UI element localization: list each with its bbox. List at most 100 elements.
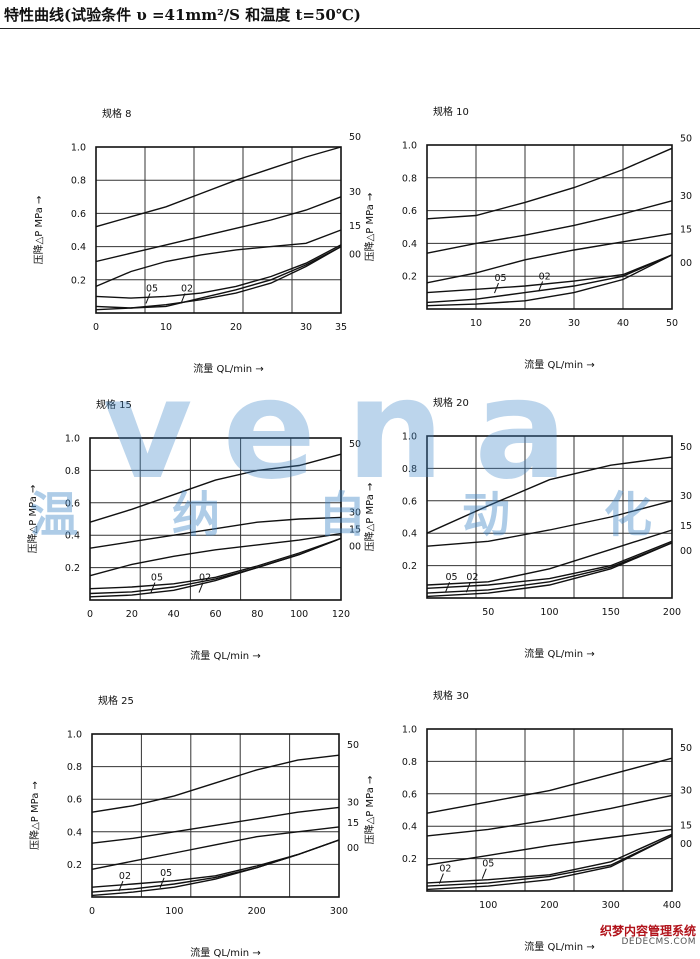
x-tick-label: 100: [290, 609, 308, 620]
x-tick-label: 50: [666, 318, 678, 329]
series-label-15: 15: [680, 225, 692, 236]
x-tick-label: 50: [482, 607, 494, 618]
series-line-05: [426, 254, 673, 294]
inline-label-05: 05: [446, 572, 458, 583]
x-tick-label: 10: [470, 318, 482, 329]
y-tick-label: 0.6: [65, 498, 80, 509]
x-tick-label: 20: [230, 322, 242, 333]
y-tick-label: 1.0: [402, 725, 417, 736]
inline-label-02: 02: [439, 864, 451, 875]
y-tick-label: 0.2: [71, 275, 86, 286]
x-tick-label: 300: [602, 900, 620, 911]
series-line-00: [95, 245, 342, 311]
x-tick-label: 200: [248, 906, 266, 917]
site-stamp: 织梦内容管理系统 DEDECMS.COM: [590, 924, 696, 948]
y-tick-label: 0.6: [402, 789, 417, 800]
series-label-00: 00: [680, 258, 692, 269]
y-tick-label: 0.2: [65, 563, 80, 574]
label-leader: [494, 282, 499, 294]
inline-label-05: 05: [495, 273, 507, 284]
series-line-50: [89, 453, 342, 523]
y-tick-label: 0.4: [65, 531, 80, 542]
y-axis-label: 压降△P MPa →: [363, 483, 376, 552]
series-line-00: [426, 835, 673, 891]
series-label-15: 15: [349, 525, 361, 536]
x-tick-label: 120: [332, 609, 350, 620]
series-line-15: [426, 232, 673, 284]
y-tick-label: 0.8: [402, 173, 417, 184]
inline-label-02: 02: [119, 871, 131, 882]
x-tick-label: 40: [168, 609, 180, 620]
inline-label-05: 05: [146, 283, 158, 294]
series-label-30: 30: [347, 797, 359, 808]
series-label-30: 30: [680, 191, 692, 202]
x-axis-label: 流量 QL/min →: [524, 647, 594, 660]
label-leader: [481, 868, 487, 879]
x-tick-label: 0: [87, 609, 93, 620]
y-tick-label: 0.2: [67, 860, 82, 871]
title-divider: [0, 28, 700, 29]
y-tick-label: 1.0: [65, 434, 80, 445]
label-leader: [465, 581, 471, 593]
inline-label-02: 02: [466, 572, 478, 583]
series-label-50: 50: [680, 442, 692, 453]
chart-title: 规格 30: [433, 689, 469, 702]
stamp-cn-text: 织梦内容管理系统: [599, 924, 696, 938]
series-line-30: [91, 806, 340, 844]
series-line-50: [426, 147, 673, 220]
series-label-50: 50: [347, 740, 359, 751]
series-line-02: [89, 537, 342, 595]
x-tick-label: 10: [160, 322, 172, 333]
series-line-15: [89, 532, 342, 577]
series-label-00: 00: [347, 843, 359, 854]
y-tick-label: 1.0: [402, 141, 417, 152]
series-label-30: 30: [349, 187, 361, 198]
label-leader: [198, 582, 204, 593]
label-leader: [118, 880, 124, 892]
x-tick-label: 80: [251, 609, 263, 620]
series-line-30: [426, 500, 673, 547]
label-leader: [445, 581, 450, 593]
series-label-50: 50: [680, 743, 692, 754]
y-tick-label: 0.8: [65, 466, 80, 477]
series-line-02: [95, 245, 342, 309]
x-tick-label: 35: [335, 322, 347, 333]
plot-frame: [91, 733, 340, 898]
series-label-30: 30: [349, 507, 361, 518]
series-line-50: [426, 757, 673, 814]
series-label-00: 00: [680, 546, 692, 557]
x-tick-label: 100: [479, 900, 497, 911]
y-tick-label: 0.6: [67, 795, 82, 806]
y-tick-label: 1.0: [67, 730, 82, 741]
label-leader: [538, 281, 544, 292]
x-tick-label: 200: [540, 900, 558, 911]
series-line-30: [426, 200, 673, 254]
y-tick-label: 0.2: [402, 561, 417, 572]
page-title: 特性曲线(试验条件 υ =41mm²/S 和温度 t=50℃): [4, 6, 361, 24]
x-axis-label: 流量 QL/min →: [190, 946, 260, 959]
series-label-00: 00: [349, 250, 361, 261]
series-label-15: 15: [680, 521, 692, 532]
series-label-50: 50: [680, 133, 692, 144]
label-leader: [145, 293, 151, 304]
x-tick-label: 150: [602, 607, 620, 618]
x-tick-label: 100: [165, 906, 183, 917]
series-line-50: [91, 754, 340, 813]
series-line-15: [426, 529, 673, 586]
plot-frame: [426, 435, 673, 599]
inline-label-02: 02: [181, 283, 193, 294]
x-tick-label: 40: [617, 318, 629, 329]
y-tick-label: 0.8: [67, 762, 82, 773]
series-line-00: [426, 254, 673, 307]
series-label-15: 15: [680, 820, 692, 831]
label-leader: [438, 873, 444, 884]
inline-label-02: 02: [539, 271, 551, 282]
chart-title: 规格 8: [102, 107, 132, 120]
x-tick-label: 30: [300, 322, 312, 333]
y-tick-label: 0.6: [402, 206, 417, 217]
x-tick-label: 300: [330, 906, 348, 917]
plot-frame: [89, 437, 342, 601]
y-axis-label: 压降△P MPa →: [32, 196, 45, 265]
x-axis-label: 流量 QL/min →: [190, 649, 260, 662]
